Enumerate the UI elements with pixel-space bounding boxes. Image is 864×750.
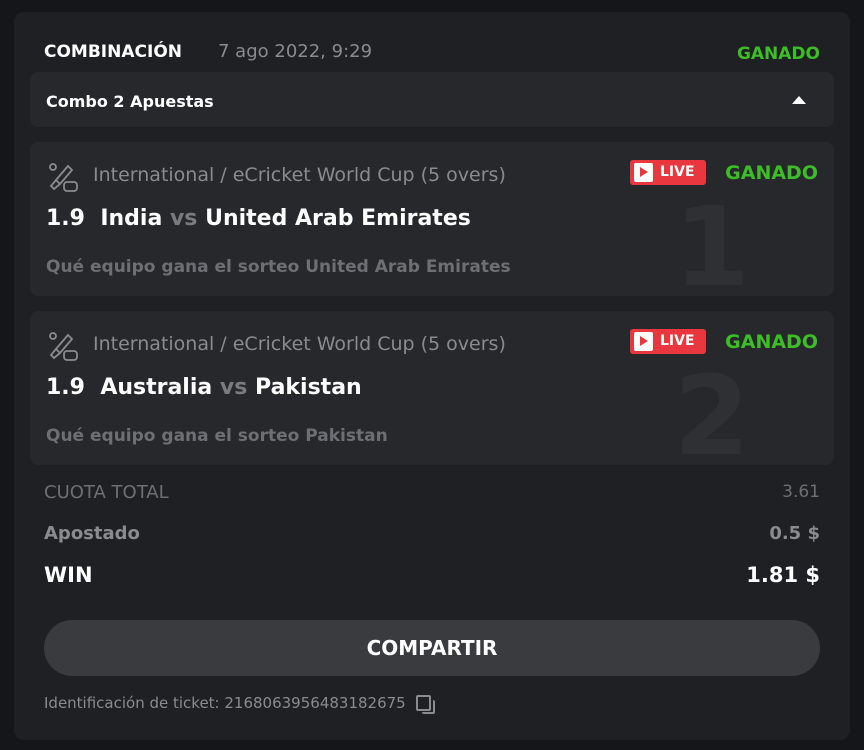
live-label: LIVE <box>660 164 695 180</box>
bet-match: 1.9 India vs United Arab Emirates <box>46 206 471 231</box>
ticket-date: 7 ago 2022, 9:29 <box>218 41 373 62</box>
ticket-type: COMBINACIÓN <box>44 42 182 62</box>
ticket-status: GANADO <box>736 44 820 64</box>
share-button[interactable]: COMPARTIR <box>44 620 820 676</box>
bet-index: 2 <box>673 352 750 465</box>
home-team: India <box>100 206 163 231</box>
bet-match: 1.9 Australia vs Pakistan <box>46 375 362 400</box>
bet-ticket-card: COMBINACIÓN 7 ago 2022, 9:29 GANADO Comb… <box>14 12 850 740</box>
bet-index: 1 <box>673 183 750 296</box>
home-team: Australia <box>100 375 213 400</box>
bet-league: International / eCricket World Cup (5 ov… <box>93 333 506 355</box>
staked-row: Apostado 0.5 $ <box>44 523 820 544</box>
ticket-id-label: Identificación de ticket: 21680639564831… <box>44 694 406 712</box>
win-row: WIN 1.81 $ <box>44 563 820 587</box>
copy-icon[interactable] <box>415 694 436 714</box>
bet-league: International / eCricket World Cup (5 ov… <box>93 164 506 186</box>
ecricket-icon <box>49 163 78 192</box>
bet-status: GANADO <box>725 162 818 184</box>
staked-value: 0.5 $ <box>769 523 820 544</box>
bet-item: 1 International / eCricket World Cup (5 … <box>30 142 834 296</box>
bet-pick: Qué equipo gana el sorteo United Arab Em… <box>46 257 511 277</box>
vs-label: vs <box>219 375 248 400</box>
away-team: United Arab Emirates <box>205 206 471 231</box>
vs-label: vs <box>169 206 198 231</box>
ticket-id: Identificación de ticket: 21680639564831… <box>44 694 436 714</box>
ticket-header: COMBINACIÓN 7 ago 2022, 9:29 GANADO <box>44 41 820 68</box>
play-icon <box>634 332 653 351</box>
staked-label: Apostado <box>44 523 140 544</box>
away-team: Pakistan <box>255 375 362 400</box>
play-icon <box>634 163 653 182</box>
win-value: 1.81 $ <box>746 563 820 587</box>
bet-status: GANADO <box>725 331 818 353</box>
total-odds-label: CUOTA TOTAL <box>44 482 169 503</box>
live-badge: LIVE <box>630 160 706 185</box>
total-odds-row: CUOTA TOTAL 3.61 <box>44 482 820 503</box>
bet-item: 2 International / eCricket World Cup (5 … <box>30 311 834 465</box>
combo-toggle[interactable]: Combo 2 Apuestas <box>30 72 834 127</box>
bet-pick: Qué equipo gana el sorteo Pakistan <box>46 426 388 446</box>
win-label: WIN <box>44 563 93 587</box>
triangle-up-icon <box>792 96 806 104</box>
live-badge: LIVE <box>630 329 706 354</box>
ecricket-icon <box>49 332 78 361</box>
bet-odds: 1.9 <box>46 206 85 231</box>
bet-odds: 1.9 <box>46 375 85 400</box>
total-odds-value: 3.61 <box>782 482 820 502</box>
combo-label: Combo 2 Apuestas <box>46 92 214 111</box>
live-label: LIVE <box>660 333 695 349</box>
